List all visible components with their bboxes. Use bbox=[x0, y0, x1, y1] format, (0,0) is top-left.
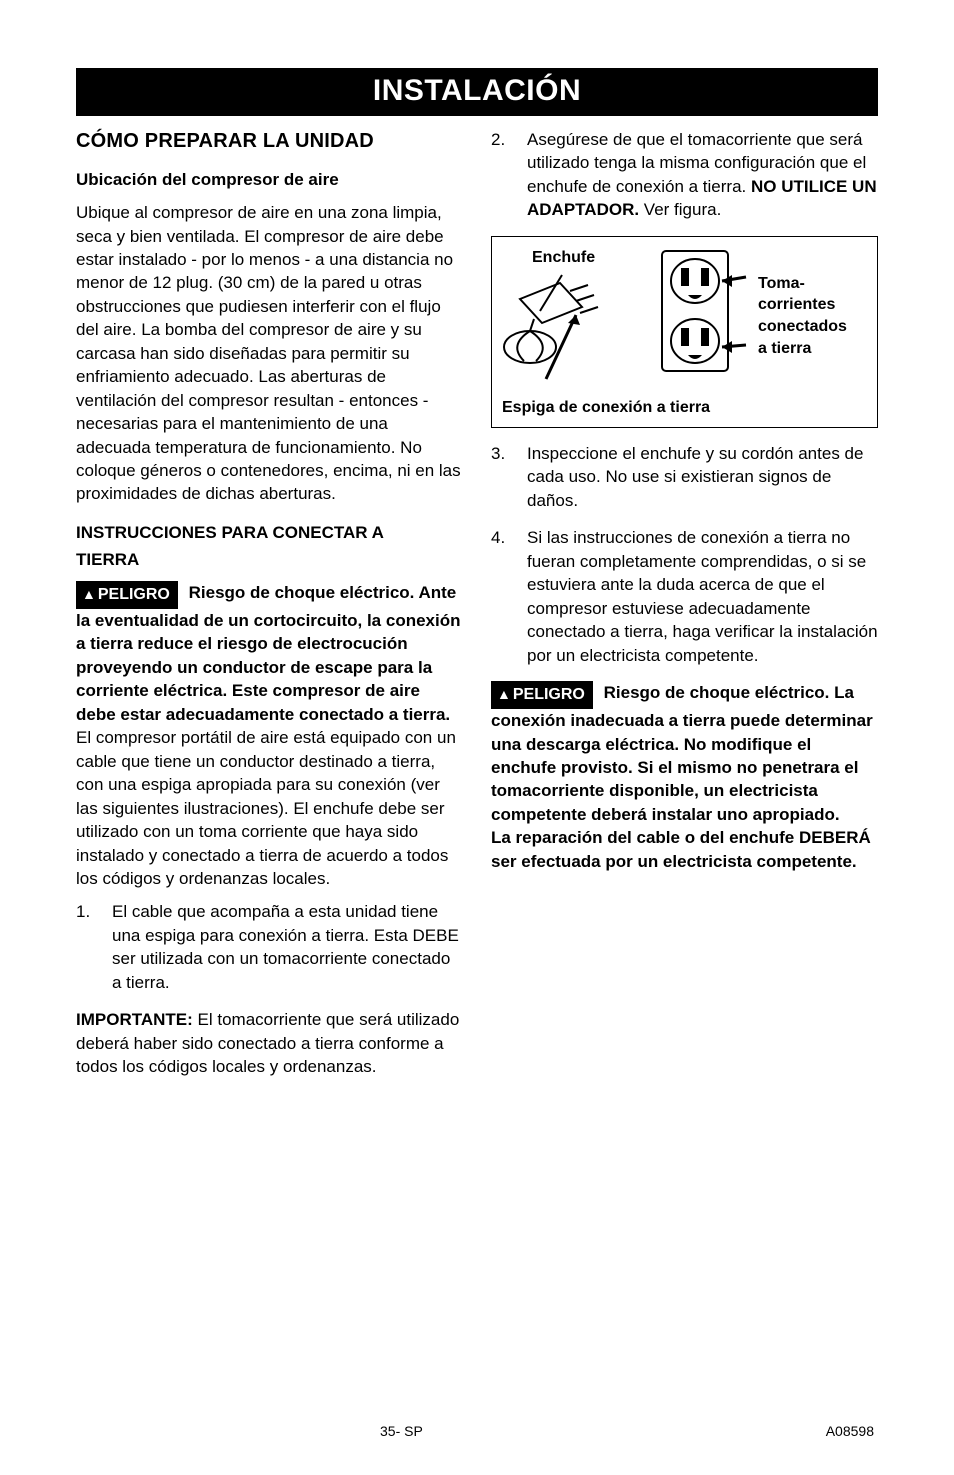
figure-label-espiga: Espiga de conexión a tierra bbox=[502, 397, 867, 419]
warning-triangle-icon: ▲ bbox=[82, 585, 96, 604]
list-num-1: 1. bbox=[76, 900, 112, 994]
list-item-3: 3. Inspeccione el enchufe y su cordón an… bbox=[491, 442, 878, 512]
danger-badge-left: ▲PELIGRO bbox=[76, 581, 178, 609]
list-num-3: 3. bbox=[491, 442, 527, 512]
section-heading-prepare: CÓMO PREPARAR LA UNIDAD bbox=[76, 128, 463, 156]
page-title-bar: INSTALACIÓN bbox=[76, 68, 878, 116]
danger-bold-right: inadecuada a tierra puede determinar una… bbox=[491, 711, 873, 871]
list-text-3: Inspeccione el enchufe y su cordón antes… bbox=[527, 442, 878, 512]
outlet-illustration-icon bbox=[658, 247, 748, 377]
danger-label-left: PELIGRO bbox=[98, 586, 170, 603]
para-location: Ubique al compresor de aire en una zona … bbox=[76, 201, 463, 506]
two-column-layout: CÓMO PREPARAR LA UNIDAD Ubicación del co… bbox=[76, 128, 878, 1093]
right-column: 2. Asegúrese de que el tomacorriente que… bbox=[491, 128, 878, 1093]
figure-outlet-area bbox=[658, 247, 748, 377]
warning-triangle-icon: ▲ bbox=[497, 685, 511, 704]
doc-id: A08598 bbox=[826, 1423, 874, 1439]
subheading-location: Ubicación del compresor de aire bbox=[76, 168, 463, 191]
danger-block-right: ▲PELIGRO Riesgo de choque eléctrico. La … bbox=[491, 681, 878, 873]
list-num-4: 4. bbox=[491, 526, 527, 667]
list-left: 1. El cable que acompaña a esta unidad t… bbox=[76, 900, 463, 994]
list-item-1: 1. El cable que acompaña a esta unidad t… bbox=[76, 900, 463, 994]
danger-badge-right: ▲PELIGRO bbox=[491, 681, 593, 709]
list-text-1: El cable que acompaña a esta unidad tien… bbox=[112, 900, 463, 994]
figure-label-toma: Toma- corrientes conectados a tierra bbox=[758, 273, 867, 359]
page-number: 35- SP bbox=[380, 1423, 423, 1439]
subheading-grounding-1: INSTRUCCIONES PARA CONECTAR A bbox=[76, 520, 463, 546]
list-item-2: 2. Asegúrese de que el tomacorriente que… bbox=[491, 128, 878, 222]
list-right-mid: 3. Inspeccione el enchufe y su cordón an… bbox=[491, 442, 878, 667]
figure-label-area: Toma- corrientes conectados a tierra bbox=[748, 247, 867, 359]
list-right-top: 2. Asegúrese de que el tomacorriente que… bbox=[491, 128, 878, 222]
grounding-figure: Enchufe bbox=[491, 236, 878, 428]
list-item-4: 4. Si las instrucciones de conexión a ti… bbox=[491, 526, 878, 667]
danger-bold-left: eventualidad de un cortocircuito, la con… bbox=[76, 611, 461, 724]
danger-label-right: PELIGRO bbox=[513, 686, 585, 703]
plug-illustration-icon bbox=[502, 271, 642, 391]
danger-block-left: ▲PELIGRO Riesgo de choque eléctrico. Ant… bbox=[76, 581, 463, 891]
item2-text-c: Ver figura. bbox=[639, 200, 721, 219]
figure-top-row: Enchufe bbox=[502, 247, 867, 391]
important-label: IMPORTANTE: bbox=[76, 1010, 193, 1029]
figure-label-enchufe: Enchufe bbox=[532, 247, 652, 269]
subheading-grounding-2: TIERRA bbox=[76, 547, 463, 573]
list-num-2: 2. bbox=[491, 128, 527, 222]
danger-rest-left: El compresor portátil de aire está equip… bbox=[76, 728, 456, 888]
left-column: CÓMO PREPARAR LA UNIDAD Ubicación del co… bbox=[76, 128, 463, 1093]
list-text-2: Asegúrese de que el tomacorriente que se… bbox=[527, 128, 878, 222]
page-footer: 35- SP A08598 bbox=[0, 1423, 954, 1439]
important-block: IMPORTANTE: El tomacorriente que será ut… bbox=[76, 1008, 463, 1078]
figure-plug-area: Enchufe bbox=[502, 247, 652, 391]
list-text-4: Si las instrucciones de conexión a tierr… bbox=[527, 526, 878, 667]
